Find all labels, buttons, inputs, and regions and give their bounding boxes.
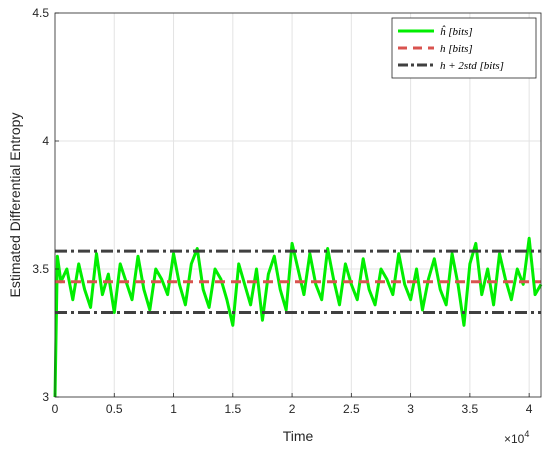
x-axis-label: Time [283, 428, 314, 444]
x-multiplier-exponent: 4 [524, 429, 529, 439]
x-tick-label: 0.5 [106, 402, 123, 416]
legend: ĥ [bits] h [bits] h + 2std [bits] [392, 18, 536, 78]
y-tick-label: 4.5 [32, 6, 49, 20]
x-tick-label: 3 [407, 402, 414, 416]
x-tick-label: 1.5 [224, 402, 241, 416]
legend-label: h [bits] [440, 43, 473, 55]
x-tick-label: 2 [289, 402, 296, 416]
x-tick-label: 2.5 [343, 402, 360, 416]
x-tick-label: 0 [52, 402, 59, 416]
y-tick-label: 4 [42, 134, 49, 148]
y-axis-label: Estimated Differential Entropy [7, 113, 23, 298]
legend-label: h + 2std [bits] [440, 60, 504, 72]
legend-label: ĥ [bits] [440, 25, 473, 38]
x-tick-label: 4 [526, 402, 533, 416]
y-tick-label: 3.5 [32, 262, 49, 276]
x-multiplier-text: ×10 [504, 432, 525, 446]
x-tick-label: 3.5 [462, 402, 479, 416]
x-tick-label: 1 [170, 402, 177, 416]
y-tick-label: 3 [42, 390, 49, 404]
